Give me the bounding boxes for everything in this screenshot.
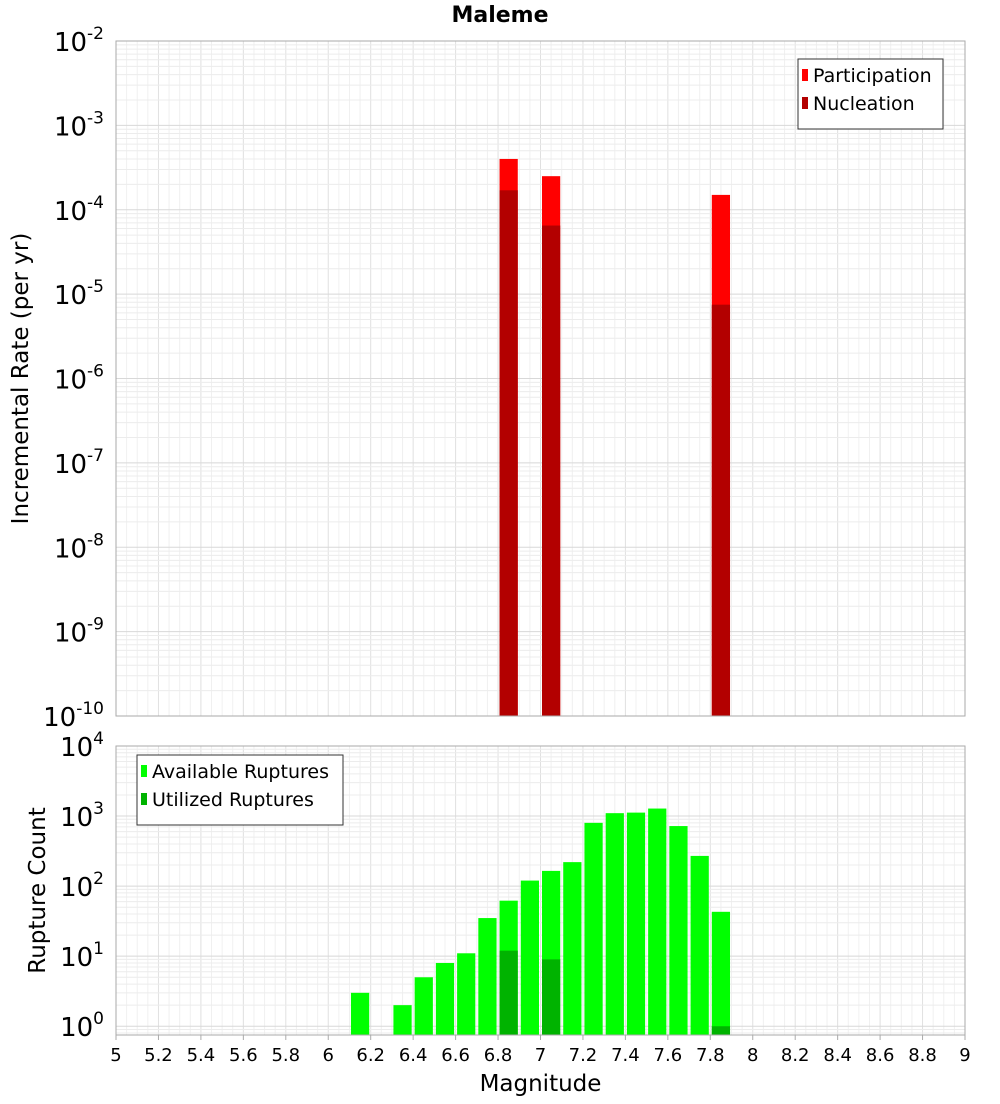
count-panel: 100 101 102 103 104 Rupture Count Available Ru…: [25, 729, 971, 1097]
legend-label-nucleation: Nucleation: [813, 93, 915, 115]
bar-available-ruptures: [457, 953, 476, 1035]
bar-available-ruptures: [626, 812, 646, 1035]
x-tick-label: 5.4: [187, 1045, 216, 1066]
y-tick-label: 10-9: [54, 615, 104, 649]
legend-swatch-nucleation: [802, 97, 808, 109]
x-tick-label: 6.2: [356, 1045, 385, 1066]
legend-box: [136, 754, 344, 826]
y-tick-label: 10-7: [54, 446, 104, 480]
plot-frame: [115, 40, 966, 717]
x-tick-label: 9: [959, 1045, 970, 1066]
y-tick-label: 10-2: [54, 24, 104, 58]
bar-available-ruptures: [350, 992, 370, 1035]
y-tick-label: 10-6: [54, 362, 104, 396]
bar-available-ruptures: [711, 911, 731, 1035]
x-tick-label: 6.8: [484, 1045, 513, 1066]
bar-available-ruptures: [478, 918, 497, 1035]
bar-available-ruptures: [393, 1005, 412, 1035]
bar-nucleation: [542, 225, 561, 716]
x-tick-label: 8.6: [866, 1045, 895, 1066]
bar-utilized-ruptures: [499, 950, 518, 1035]
y-tick-label: 102: [60, 869, 104, 903]
x-tick-label: 7.2: [569, 1045, 598, 1066]
x-tick-label: 8.8: [908, 1045, 937, 1066]
gridlines: [115, 41, 966, 717]
y-tick-label: 10-10: [43, 699, 104, 733]
legend-label-utilized-ruptures: Utilized Ruptures: [152, 789, 314, 811]
x-tick-label: 8.2: [781, 1045, 810, 1066]
y-tick-label: 10-8: [54, 530, 104, 564]
x-tick-label: 5: [110, 1045, 121, 1066]
x-tick-label: 8.4: [823, 1045, 852, 1066]
bar-available-ruptures: [435, 962, 455, 1035]
bar-available-ruptures: [414, 977, 433, 1035]
y-tick-label: 10-3: [54, 108, 104, 142]
y-axis-label: Rupture Count: [25, 807, 51, 973]
series-utilized-ruptures: [499, 950, 731, 1035]
y-tick-label: 100: [60, 1009, 104, 1043]
y-tick-label: 104: [60, 729, 104, 763]
legend-box: [797, 58, 944, 130]
x-tick-label: 6.6: [441, 1045, 470, 1066]
bar-utilized-ruptures: [542, 959, 561, 1035]
legend-label-participation: Participation: [813, 65, 932, 87]
legend: Available Ruptures Utilized Ruptures: [136, 754, 344, 826]
x-tick-label: 5.2: [144, 1045, 173, 1066]
legend-swatch-participation: [802, 69, 808, 81]
legend-swatch-utilized-ruptures: [141, 793, 147, 805]
bar-available-ruptures: [584, 822, 603, 1035]
bar-nucleation: [499, 190, 518, 716]
y-tick-label: 101: [60, 939, 104, 973]
x-tick-label: 7.6: [654, 1045, 683, 1066]
y-tick-label: 10-5: [54, 277, 104, 311]
bar-available-ruptures: [648, 808, 667, 1035]
x-tick-label: 7.8: [696, 1045, 725, 1066]
legend: Participation Nucleation: [797, 58, 944, 130]
chart-title: Maleme: [451, 3, 548, 28]
series-nucleation: [499, 190, 731, 716]
bar-available-ruptures: [690, 855, 709, 1035]
x-tick-label: 5.8: [271, 1045, 300, 1066]
bar-nucleation: [711, 304, 731, 716]
y-axis-label: Incremental Rate (per yr): [8, 233, 34, 525]
x-axis-label: Magnitude: [480, 1071, 602, 1097]
x-tick-label: 5.6: [229, 1045, 258, 1066]
x-tick-label: 7.4: [611, 1045, 640, 1066]
bar-available-ruptures: [563, 862, 582, 1035]
x-tick-label: 6: [323, 1045, 334, 1066]
bar-available-ruptures: [520, 880, 539, 1035]
legend-label-available-ruptures: Available Ruptures: [152, 761, 329, 783]
bar-available-ruptures: [605, 813, 624, 1035]
y-tick-label: 10-4: [54, 193, 104, 227]
x-tick-label: 7: [535, 1045, 546, 1066]
y-tick-label: 103: [60, 799, 104, 833]
bar-utilized-ruptures: [711, 1026, 731, 1035]
legend-swatch-available-ruptures: [141, 765, 147, 777]
bar-available-ruptures: [669, 826, 688, 1035]
x-tick-label: 8: [747, 1045, 758, 1066]
x-tick-label: 6.4: [399, 1045, 428, 1066]
rate-panel: 10-10 10-9 10-8 10-7 10-6 10-5 10-4 10-3 10-2 Inc…: [8, 24, 966, 733]
